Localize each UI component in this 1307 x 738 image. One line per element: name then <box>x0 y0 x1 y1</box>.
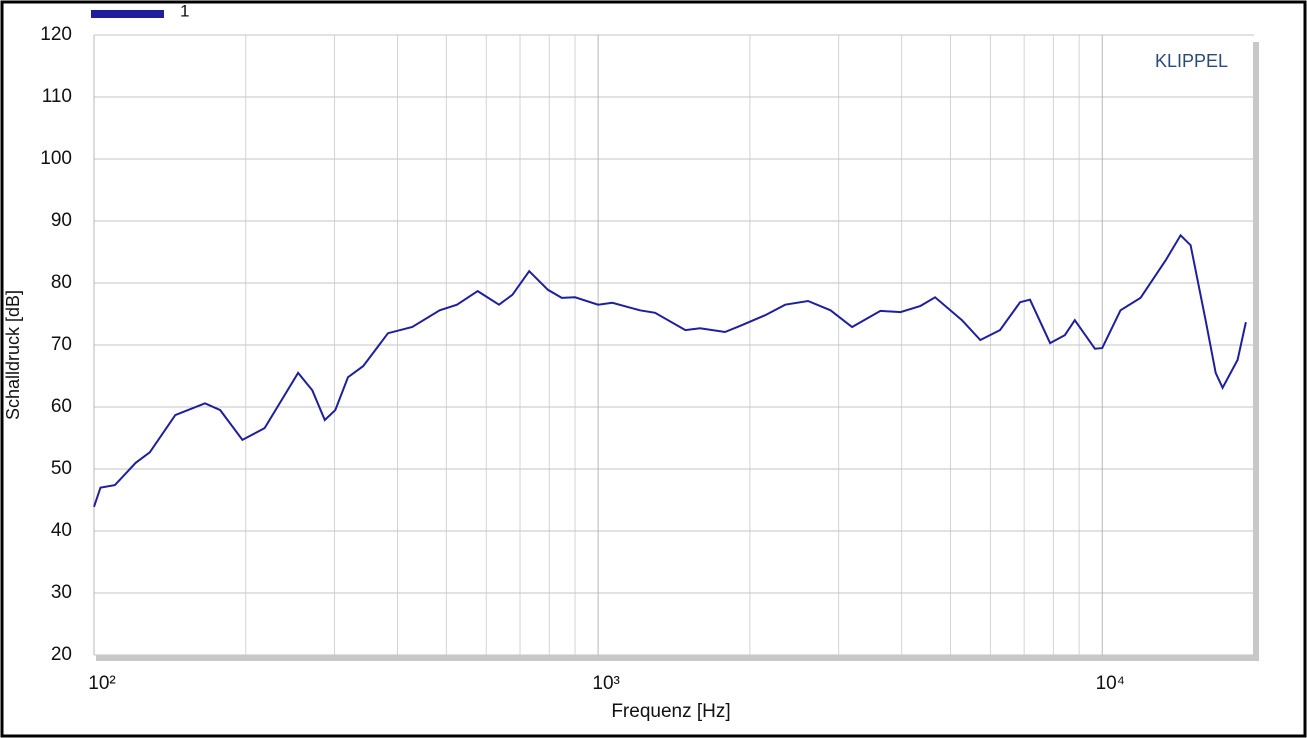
line-series <box>93 233 1247 508</box>
y-tick-label: 100 <box>40 148 72 169</box>
y-tick-label: 90 <box>51 210 72 231</box>
plot-shadow-bottom <box>96 655 1259 661</box>
y-tick-label: 40 <box>51 520 72 541</box>
y-tick-label: 70 <box>51 334 72 355</box>
x-tick-label: 10³ <box>592 673 619 694</box>
grid <box>93 34 1254 656</box>
y-tick-label: 50 <box>51 458 72 479</box>
y-tick-label: 120 <box>40 24 72 45</box>
y-tick-label: 20 <box>51 644 72 665</box>
y-tick-label: 60 <box>51 396 72 417</box>
x-axis-label: Frequenz [Hz] <box>611 701 730 722</box>
y-tick-label: 110 <box>42 86 72 107</box>
annotation: KLIPPEL <box>1155 51 1228 71</box>
x-tick-label: 10⁴ <box>1096 673 1125 694</box>
plot-shadow-right <box>1253 42 1259 661</box>
legend-swatch <box>91 10 164 18</box>
x-tick-label: 10² <box>88 673 115 694</box>
legend-label: 1 <box>180 1 189 20</box>
y-tick-label: 30 <box>51 582 72 603</box>
y-tick-label: 80 <box>51 272 72 293</box>
y-axis-label: Schalldruck [dB] <box>3 290 23 420</box>
